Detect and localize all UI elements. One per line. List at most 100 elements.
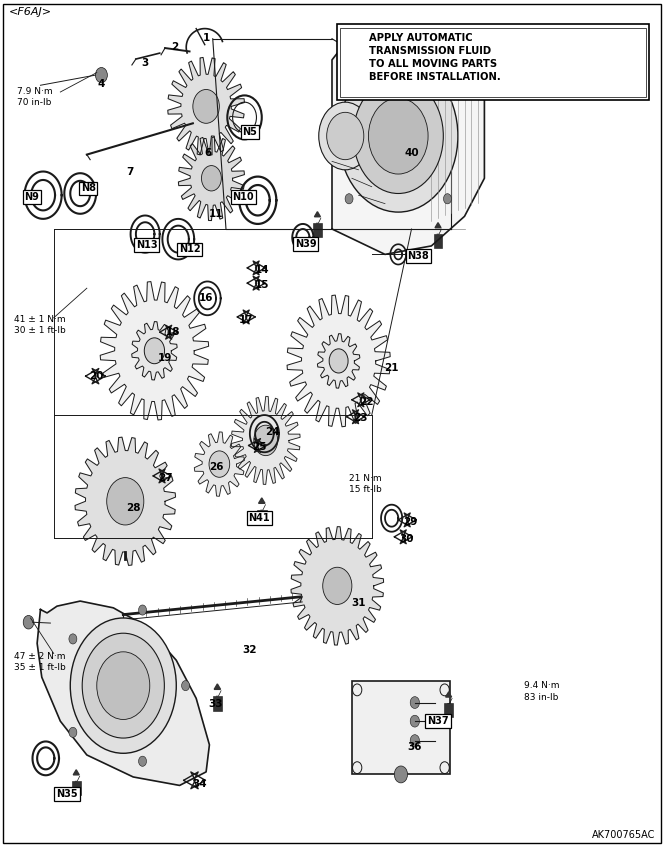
Polygon shape [315, 212, 321, 217]
Circle shape [345, 194, 353, 204]
Bar [313, 223, 322, 237]
Circle shape [139, 605, 147, 615]
Text: 28: 28 [126, 503, 141, 513]
Circle shape [369, 98, 428, 174]
Text: 22: 22 [359, 397, 374, 407]
Circle shape [107, 478, 144, 525]
Polygon shape [75, 437, 175, 566]
Text: N39: N39 [295, 239, 316, 249]
Polygon shape [131, 322, 177, 380]
Text: 40: 40 [404, 148, 419, 158]
Circle shape [410, 696, 420, 708]
Text: 33: 33 [208, 700, 223, 709]
Polygon shape [73, 770, 79, 775]
Circle shape [319, 102, 372, 169]
Bar [72, 781, 81, 795]
Circle shape [96, 68, 108, 83]
Text: N8: N8 [80, 184, 96, 193]
Text: N10: N10 [232, 192, 254, 202]
Text: 18: 18 [166, 327, 180, 337]
Text: AK700765AC: AK700765AC [592, 829, 655, 839]
Text: 29: 29 [403, 517, 418, 527]
Text: 3: 3 [141, 58, 149, 69]
Text: N35: N35 [56, 789, 78, 799]
Polygon shape [332, 26, 485, 254]
Text: 47 ± 2 N·m
35 ± 1 ft-lb: 47 ± 2 N·m 35 ± 1 ft-lb [14, 652, 66, 672]
Text: 21: 21 [384, 363, 399, 373]
Text: N37: N37 [427, 717, 449, 726]
Polygon shape [37, 601, 209, 785]
Text: 34: 34 [192, 778, 207, 789]
Text: 26: 26 [209, 462, 224, 473]
Text: 17: 17 [238, 315, 253, 325]
Circle shape [345, 68, 353, 78]
Text: 27: 27 [158, 473, 173, 483]
Bar [444, 703, 453, 717]
Circle shape [144, 338, 165, 363]
Text: 25: 25 [252, 442, 266, 452]
Polygon shape [258, 498, 265, 503]
Polygon shape [317, 334, 360, 388]
Text: 7.9 N·m
70 in-lb: 7.9 N·m 70 in-lb [17, 87, 53, 107]
Text: 1: 1 [203, 33, 210, 43]
Circle shape [254, 425, 278, 456]
Polygon shape [214, 684, 220, 689]
Circle shape [410, 734, 420, 746]
Circle shape [209, 451, 230, 477]
Text: N5: N5 [242, 127, 257, 136]
Text: 19: 19 [158, 352, 172, 363]
Text: 15: 15 [254, 280, 269, 290]
Polygon shape [231, 396, 300, 484]
Polygon shape [195, 432, 244, 496]
Text: 6: 6 [205, 148, 212, 158]
Circle shape [69, 728, 77, 738]
Circle shape [394, 766, 408, 783]
Text: 32: 32 [242, 645, 257, 655]
Polygon shape [287, 295, 390, 427]
Circle shape [82, 634, 165, 738]
Circle shape [139, 756, 147, 767]
Circle shape [353, 79, 444, 193]
Circle shape [70, 618, 176, 753]
Circle shape [23, 616, 34, 629]
Circle shape [323, 567, 352, 605]
Text: N41: N41 [248, 513, 270, 523]
Polygon shape [100, 281, 208, 420]
Text: <F6AJ>: <F6AJ> [9, 8, 52, 18]
Polygon shape [349, 38, 355, 44]
Text: N12: N12 [179, 244, 201, 254]
Circle shape [201, 166, 221, 191]
Circle shape [329, 349, 348, 373]
Text: 20: 20 [90, 371, 104, 381]
Text: 21 N·m
15 ft-lb: 21 N·m 15 ft-lb [349, 474, 381, 495]
Bar [212, 696, 222, 711]
FancyBboxPatch shape [337, 25, 649, 101]
Polygon shape [291, 527, 384, 645]
Text: N9: N9 [25, 192, 39, 202]
Text: 16: 16 [199, 293, 213, 303]
Text: 31: 31 [351, 598, 366, 608]
Circle shape [444, 194, 452, 204]
Circle shape [97, 652, 150, 719]
Text: 2: 2 [171, 42, 178, 53]
Circle shape [444, 68, 452, 78]
Text: 4: 4 [98, 79, 105, 89]
Polygon shape [446, 692, 452, 697]
Text: 36: 36 [408, 741, 422, 751]
Circle shape [410, 715, 420, 727]
Text: 11: 11 [208, 209, 223, 219]
Text: 24: 24 [265, 427, 280, 437]
Bar [257, 510, 266, 525]
Circle shape [69, 634, 77, 644]
Circle shape [339, 60, 458, 212]
Bar [352, 681, 450, 774]
Bar [434, 234, 442, 248]
Text: 41 ± 1 N·m
30 ± 1 ft-lb: 41 ± 1 N·m 30 ± 1 ft-lb [14, 315, 66, 335]
Circle shape [181, 681, 189, 690]
Text: N13: N13 [135, 240, 157, 250]
Bar [347, 51, 357, 65]
Text: 7: 7 [126, 167, 133, 176]
Polygon shape [435, 223, 441, 228]
Text: 30: 30 [400, 534, 414, 544]
Text: 23: 23 [353, 413, 368, 424]
